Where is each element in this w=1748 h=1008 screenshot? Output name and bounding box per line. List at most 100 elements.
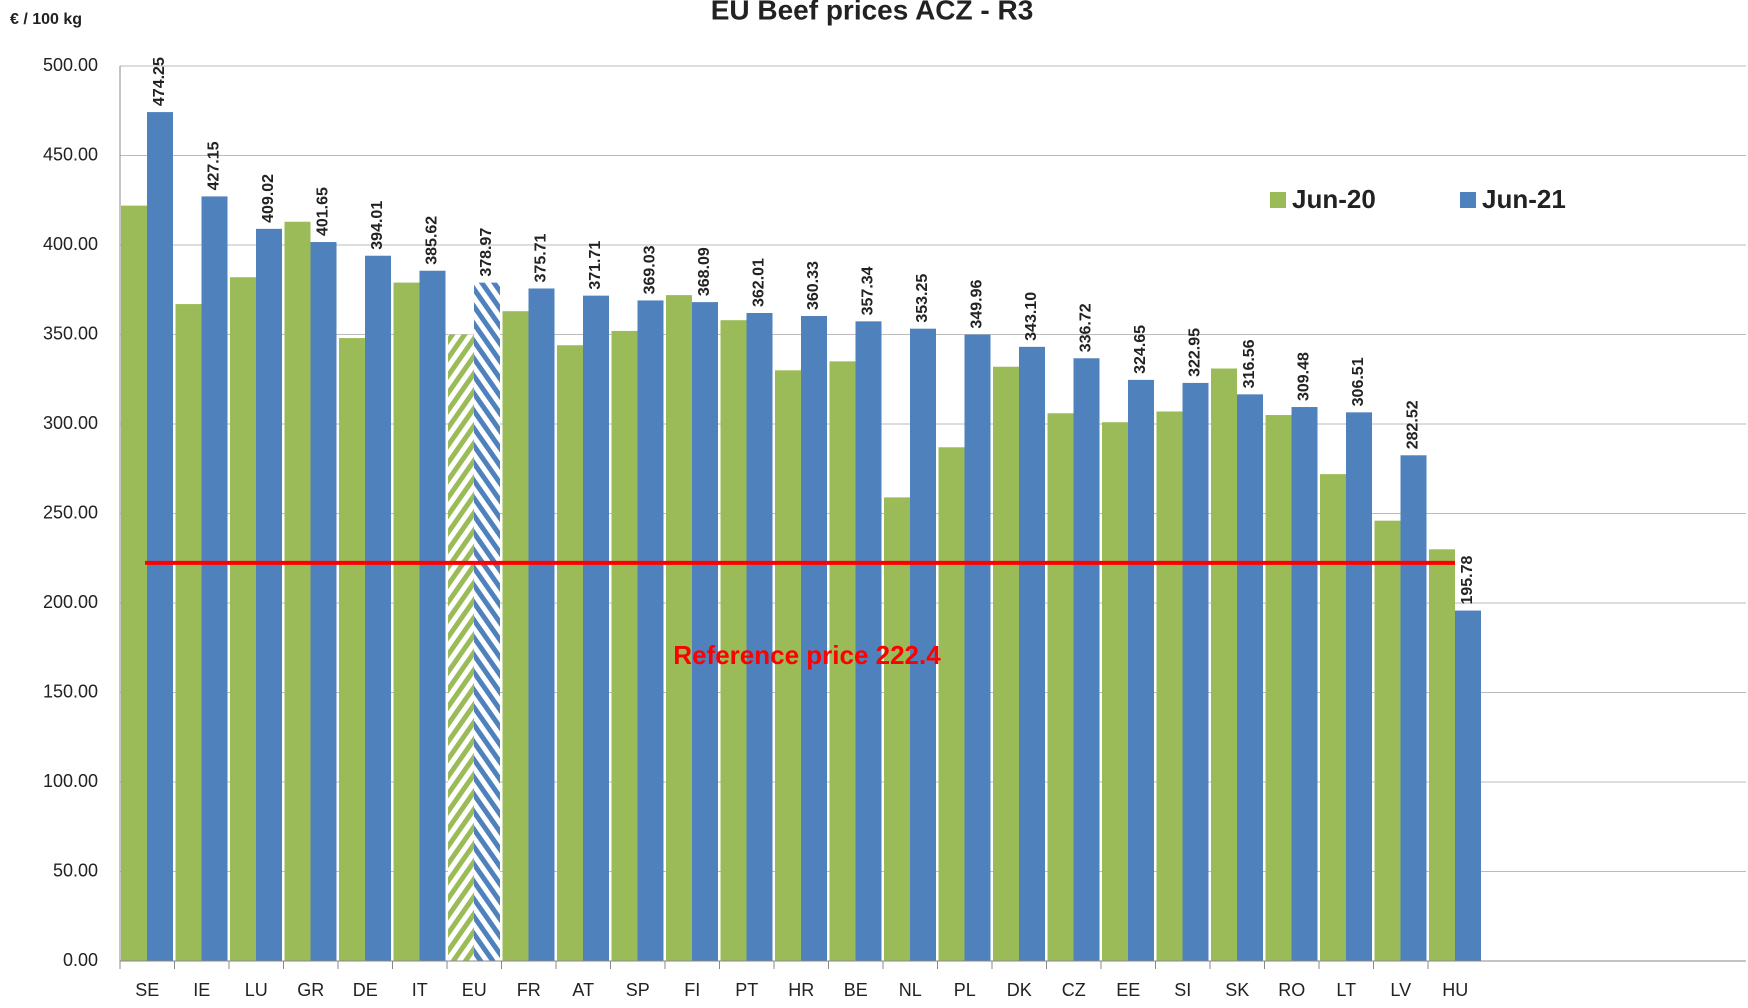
reference-label: Reference price 222.4 [673, 640, 941, 670]
x-tick-label: NL [899, 980, 922, 1000]
y-tick-label: 50.00 [53, 860, 98, 880]
bar [502, 311, 529, 962]
bar [829, 361, 856, 962]
bar [1320, 474, 1346, 961]
x-tick-label: LU [245, 980, 268, 1000]
value-label: 322.95 [1187, 328, 1204, 377]
legend-swatch [1270, 192, 1286, 208]
x-tick-label: HR [788, 980, 814, 1000]
value-label: 324.65 [1132, 325, 1149, 374]
bar [938, 447, 965, 961]
value-label: 343.10 [1023, 292, 1040, 341]
bar [474, 282, 500, 962]
bar [393, 282, 420, 962]
bar [775, 370, 801, 961]
bar [1265, 415, 1292, 961]
bar [801, 316, 827, 962]
value-label: 409.02 [260, 174, 277, 223]
value-label: 378.97 [478, 228, 495, 277]
x-tick-label: DK [1007, 980, 1032, 1000]
y-tick-label: 0.00 [63, 950, 98, 970]
bar [557, 345, 583, 961]
bar [230, 277, 256, 962]
value-label: 195.78 [1459, 556, 1476, 605]
bar [1291, 407, 1318, 962]
y-tick-label: 500.00 [43, 55, 98, 75]
value-label: 474.25 [151, 57, 168, 106]
bar [365, 255, 391, 961]
bar [1374, 520, 1401, 961]
value-label: 362.01 [751, 258, 768, 307]
x-tick-label: HU [1442, 980, 1468, 1000]
value-label: 357.34 [860, 266, 877, 315]
bar [637, 300, 664, 962]
bar [964, 334, 991, 961]
bar [1102, 422, 1128, 962]
value-label: 309.48 [1296, 352, 1313, 401]
x-tick-label: DE [353, 980, 378, 1000]
x-tick-label: RO [1278, 980, 1305, 1000]
y-tick-label: 200.00 [43, 592, 98, 612]
bar [910, 328, 936, 961]
bar [1346, 412, 1372, 961]
bar [720, 320, 747, 961]
bar [201, 196, 228, 962]
x-tick-label: SE [135, 980, 159, 1000]
x-tick-label: PT [735, 980, 758, 1000]
x-tick-label: LV [1390, 980, 1411, 1000]
bar [855, 321, 882, 961]
value-label: 369.03 [642, 245, 659, 294]
bar [1211, 368, 1237, 961]
x-tick-label: EU [462, 980, 487, 1000]
value-label: 394.01 [369, 201, 386, 250]
bar [1156, 411, 1183, 962]
bar [1400, 455, 1427, 961]
x-tick-label: SK [1225, 980, 1249, 1000]
value-label: 427.15 [206, 141, 223, 190]
y-tick-label: 400.00 [43, 234, 98, 254]
x-tick-label: EE [1116, 980, 1140, 1000]
x-tick-label: SI [1174, 980, 1191, 1000]
bar [175, 304, 202, 961]
bar [1237, 394, 1263, 961]
legend-swatch [1460, 192, 1476, 208]
value-label: 336.72 [1078, 303, 1095, 352]
x-tick-label: FR [517, 980, 541, 1000]
bar [339, 338, 365, 962]
x-tick-label: IE [193, 980, 210, 1000]
bar [1429, 549, 1455, 961]
x-tick-label: FI [684, 980, 700, 1000]
bar [1047, 413, 1074, 961]
value-label: 371.71 [587, 241, 604, 290]
chart-title: EU Beef prices ACZ - R3 [711, 0, 1034, 25]
bar [1455, 610, 1481, 961]
y-axis-label: € / 100 kg [10, 11, 82, 28]
value-label: 282.52 [1405, 400, 1422, 449]
bar [1182, 382, 1209, 961]
x-tick-label: PL [954, 980, 976, 1000]
bar [692, 302, 718, 961]
bar [284, 221, 311, 962]
x-tick-label: SP [626, 980, 650, 1000]
x-tick-label: GR [297, 980, 324, 1000]
bar [1019, 346, 1045, 961]
bar [448, 334, 474, 961]
bar [310, 242, 337, 961]
bar [993, 366, 1019, 962]
x-tick-label: IT [412, 980, 428, 1000]
value-label: 360.33 [805, 261, 822, 310]
value-label: 316.56 [1241, 339, 1258, 388]
y-tick-label: 100.00 [43, 771, 98, 791]
value-label: 375.71 [533, 233, 550, 282]
x-tick-label: AT [572, 980, 594, 1000]
y-tick-label: 150.00 [43, 681, 98, 701]
value-label: 385.62 [424, 216, 441, 265]
bar [583, 295, 609, 961]
bar [419, 270, 446, 961]
legend-label: Jun-20 [1292, 184, 1376, 214]
bar [147, 112, 173, 961]
bar [1073, 358, 1100, 961]
bar [528, 288, 555, 961]
bar [666, 295, 692, 961]
